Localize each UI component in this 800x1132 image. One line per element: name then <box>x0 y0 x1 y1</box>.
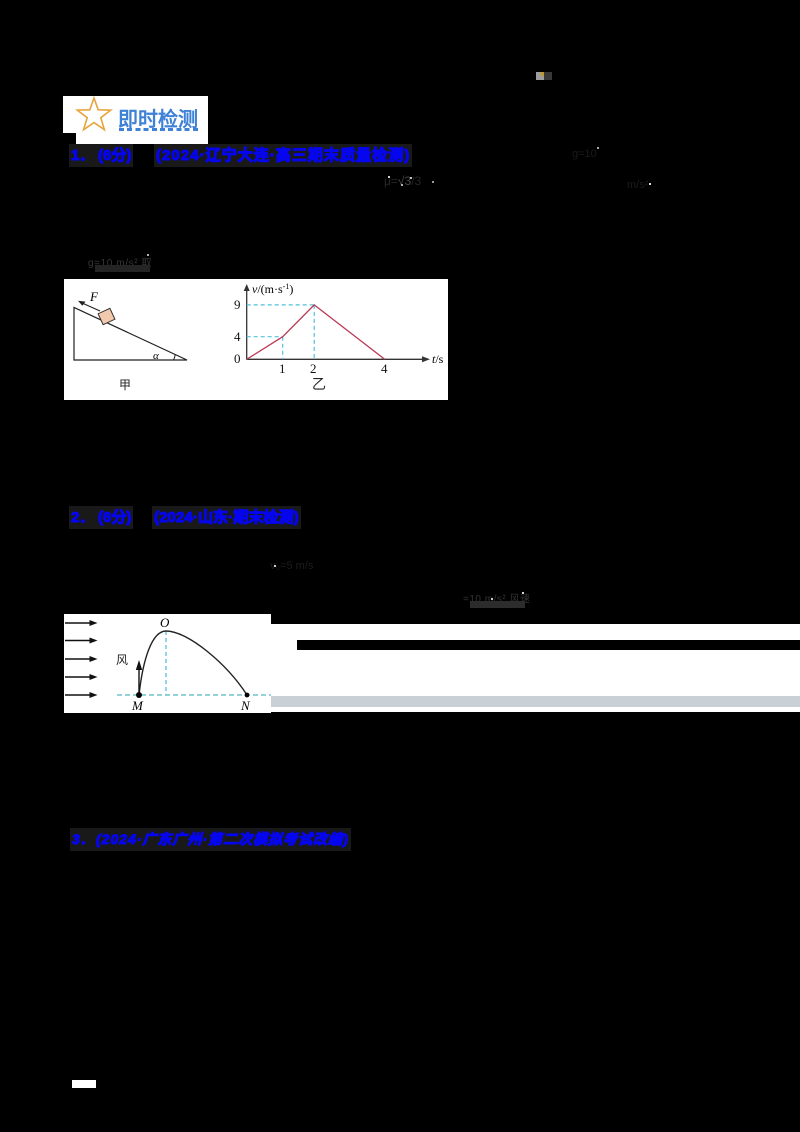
svg-text:甲: 甲 <box>119 378 131 392</box>
svg-text:4: 4 <box>381 361 388 376</box>
svg-text:1: 1 <box>279 361 286 376</box>
svg-text:风: 风 <box>116 653 128 667</box>
svg-text:M: M <box>131 698 144 713</box>
svg-text:4: 4 <box>234 329 241 344</box>
svg-text:9: 9 <box>234 297 241 312</box>
svg-text:2: 2 <box>310 361 317 376</box>
svg-text:F: F <box>89 289 99 304</box>
svg-text:v/(m·s-1): v/(m·s-1) <box>252 282 293 297</box>
svg-text:O: O <box>160 615 170 630</box>
svg-text:t/s: t/s <box>432 352 444 366</box>
svg-text:α: α <box>153 350 159 362</box>
svg-text:0: 0 <box>234 351 241 366</box>
svg-text:乙: 乙 <box>312 376 326 392</box>
svg-text:N: N <box>240 698 251 713</box>
